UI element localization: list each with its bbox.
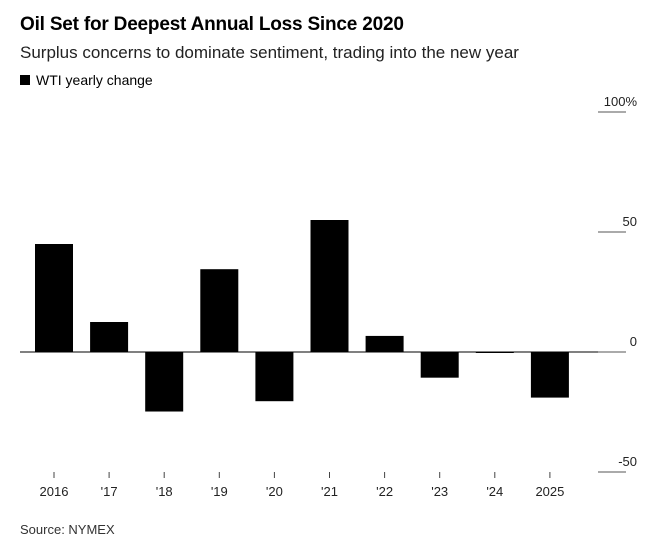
bar — [365, 335, 404, 352]
bar — [90, 322, 129, 352]
bar — [35, 244, 73, 352]
x-tick-label: 2016 — [40, 484, 69, 499]
y-tick-label: 50 — [623, 214, 637, 229]
legend-swatch — [20, 75, 30, 85]
y-tick-label: -50 — [618, 454, 637, 469]
x-tick-label: '18 — [156, 484, 173, 499]
x-tick-label: '21 — [321, 484, 338, 499]
source-note: Source: NYMEX — [20, 522, 115, 537]
x-tick-label: '19 — [211, 484, 228, 499]
x-tick-label: '22 — [376, 484, 393, 499]
bar — [145, 352, 184, 412]
y-tick-label: 100% — [604, 94, 638, 109]
x-tick-label: '23 — [431, 484, 448, 499]
x-tick-label: '17 — [101, 484, 118, 499]
chart-subtitle: Surplus concerns to dominate sentiment, … — [20, 43, 519, 62]
y-tick-label: 0 — [630, 334, 637, 349]
chart-title: Oil Set for Deepest Annual Loss Since 20… — [20, 14, 404, 35]
x-tick-label: '24 — [486, 484, 503, 499]
x-tick-label: '20 — [266, 484, 283, 499]
bar — [530, 352, 569, 398]
legend: WTI yearly change — [20, 72, 153, 88]
x-tick-label: 2025 — [535, 484, 564, 499]
bar — [420, 352, 459, 378]
bar — [255, 352, 294, 402]
legend-label: WTI yearly change — [36, 72, 153, 88]
bar — [200, 269, 239, 352]
bar — [310, 220, 349, 352]
